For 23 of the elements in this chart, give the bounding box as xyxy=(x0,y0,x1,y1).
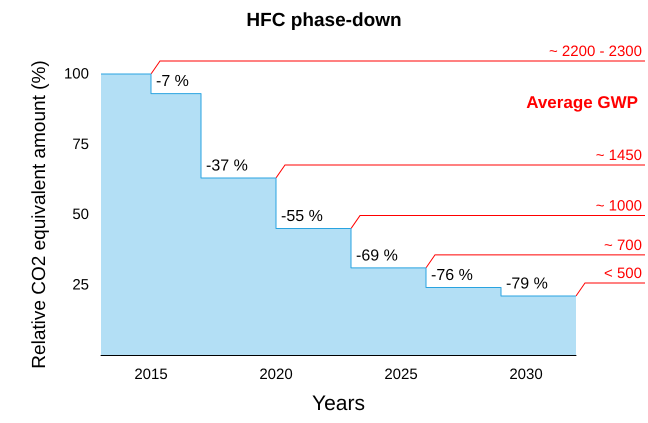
x-axis-title: Years xyxy=(312,392,365,415)
annotation: ~ 1000 xyxy=(596,198,642,215)
y-axis-title: Relative CO2 equivalent amount (%) xyxy=(29,60,50,369)
x-tick-label: 2030 xyxy=(509,366,543,383)
annotation: -37 % xyxy=(206,157,248,174)
annotation: -76 % xyxy=(431,267,473,284)
annotation: < 500 xyxy=(604,264,642,282)
y-tick-label: 100 xyxy=(64,66,89,82)
annotation: -79 % xyxy=(506,275,548,292)
x-tick-label: 2015 xyxy=(134,366,168,383)
annotation: ~ 2200 - 2300 xyxy=(549,43,642,60)
annotation: ~ 1450 xyxy=(596,146,642,164)
annotation: -69 % xyxy=(356,247,398,264)
chart-title: HFC phase-down xyxy=(246,10,402,31)
x-tick-label: 2020 xyxy=(259,366,293,383)
y-tick-label: 25 xyxy=(72,276,89,294)
y-tick-label: 75 xyxy=(72,136,89,153)
annotation: -7 % xyxy=(156,73,189,90)
annotation: Average GWP xyxy=(526,93,638,112)
annotation: -55 % xyxy=(281,208,323,226)
annotation: ~ 700 xyxy=(604,236,642,254)
x-tick-label: 2025 xyxy=(384,366,418,383)
y-tick-label: 50 xyxy=(72,206,89,223)
